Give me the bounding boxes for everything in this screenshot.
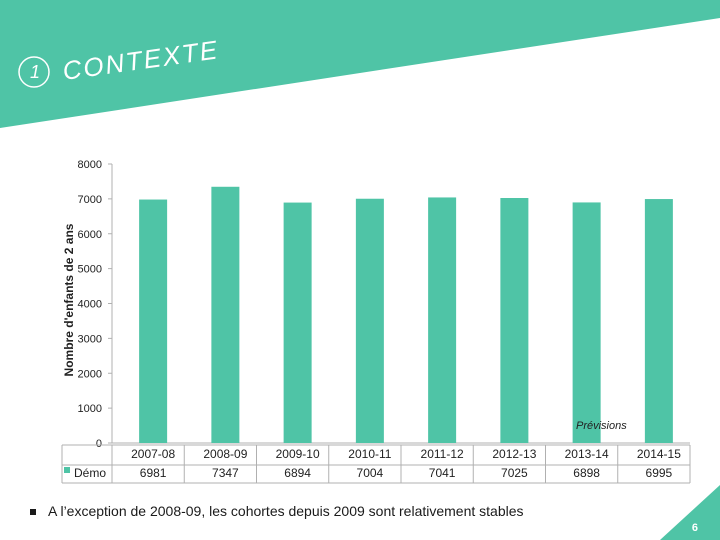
category-label-2013-14: 2013-14	[565, 447, 609, 461]
bar-chart: 0 1000 2000 3000 4000 5000 6000 7000 8000 Nombre…	[61, 159, 691, 484]
bar-2009-10	[283, 202, 312, 443]
y-tick-label: 7000	[78, 194, 102, 206]
section-number-circle	[18, 56, 50, 88]
value-label-2012-13: 7025	[501, 466, 528, 480]
value-label-2008-09: 7347	[212, 466, 239, 480]
y-tick-label: 3000	[78, 333, 102, 345]
value-label-2007-08: 6981	[140, 466, 167, 480]
y-tick-label: 5000	[78, 264, 102, 276]
value-label-2013-14: 6898	[573, 466, 600, 480]
title-band: 1 CONTEXTE SARTHE : EVOLUTION DÉMOGRAPHI…	[0, 0, 720, 149]
value-label-2010-11: 7004	[357, 466, 384, 480]
data-table: Démo 2007-08 6981 2008-09 7347 2009-10 6894 201…	[61, 444, 691, 484]
y-tick-label: 2000	[78, 368, 102, 380]
y-tick-label: 8000	[78, 159, 102, 171]
y-tick-label: 4000	[78, 299, 102, 311]
value-label-2009-10: 6894	[284, 466, 311, 480]
category-label-2014-15: 2014-15	[637, 447, 681, 461]
bar-2011-12	[428, 197, 457, 443]
bar-2010-11	[355, 198, 384, 443]
y-tick-label: 0	[96, 438, 102, 450]
bars	[139, 186, 673, 443]
category-label-2009-10: 2009-10	[276, 447, 320, 461]
category-label-2008-09: 2008-09	[203, 447, 247, 461]
category-label-2011-12: 2011-12	[421, 447, 464, 461]
legend-label: Démo	[74, 466, 106, 480]
bullet-point: A l’exception de 2008-09, les cohortes d…	[30, 503, 524, 519]
y-tick-label: 6000	[78, 229, 102, 241]
category-label-2010-11: 2010-11	[348, 447, 391, 461]
page-number: 6	[691, 522, 698, 534]
y-axis-label: Nombre d'enfants de 2 ans	[62, 223, 76, 376]
y-tick-label: 1000	[78, 403, 102, 415]
y-ticks: 0 1000 2000 3000 4000 5000 6000 7000 8000	[78, 159, 112, 450]
category-label-2012-13: 2012-13	[492, 447, 536, 461]
bullet-text: A l’exception de 2008-09, les cohortes d…	[48, 503, 524, 519]
bar-2013-14	[572, 202, 601, 443]
value-label-2014-15: 6995	[646, 466, 673, 480]
bullet-marker	[30, 509, 36, 516]
bar-2007-08	[139, 199, 168, 443]
forecast-annotation: Prévisions	[576, 420, 627, 432]
category-label-2007-08: 2007-08	[131, 447, 175, 461]
teal-banner-shape	[0, 0, 720, 128]
bar-2012-13	[500, 198, 529, 443]
value-label-2011-12: 7041	[429, 466, 456, 480]
legend-swatch	[64, 467, 70, 473]
bar-2008-09	[211, 186, 240, 443]
section-number: 1	[30, 62, 40, 82]
bar-2014-15	[644, 199, 673, 443]
